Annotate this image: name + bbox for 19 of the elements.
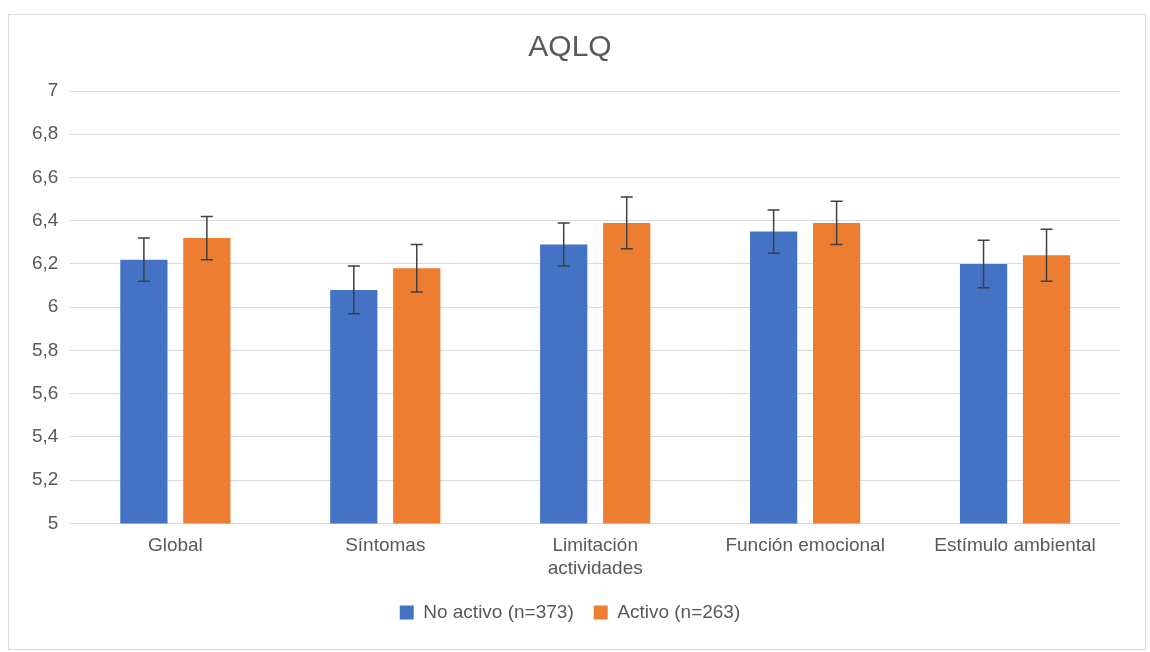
chart-title: AQLQ [528,29,612,63]
y-tick-label: 5 [47,511,59,533]
x-tick-label: Global [147,534,203,556]
y-tick-label: 6,6 [31,165,59,187]
y-tick-label: 5,2 [31,468,59,490]
y-tick-label: 6,2 [31,252,59,274]
y-tick-label: 5,4 [31,425,59,447]
y-tick-label: 5,8 [31,338,59,360]
y-tick-label: 6,4 [31,208,59,230]
legend-label: Activo (n=263) [617,600,741,622]
y-tick-label: 7 [47,79,59,101]
x-tick-label: Estímulo ambiental [934,534,1096,556]
y-tick-label: 6,8 [31,122,59,144]
legend-label: No activo (n=373) [423,600,574,622]
y-tick-label: 6 [47,295,59,317]
x-tick-label: Función emocional [725,534,885,556]
x-tick-label: Síntomas [345,534,426,556]
y-tick-label: 5,6 [31,381,59,403]
x-tick-label: Limitación actividades [547,534,643,578]
